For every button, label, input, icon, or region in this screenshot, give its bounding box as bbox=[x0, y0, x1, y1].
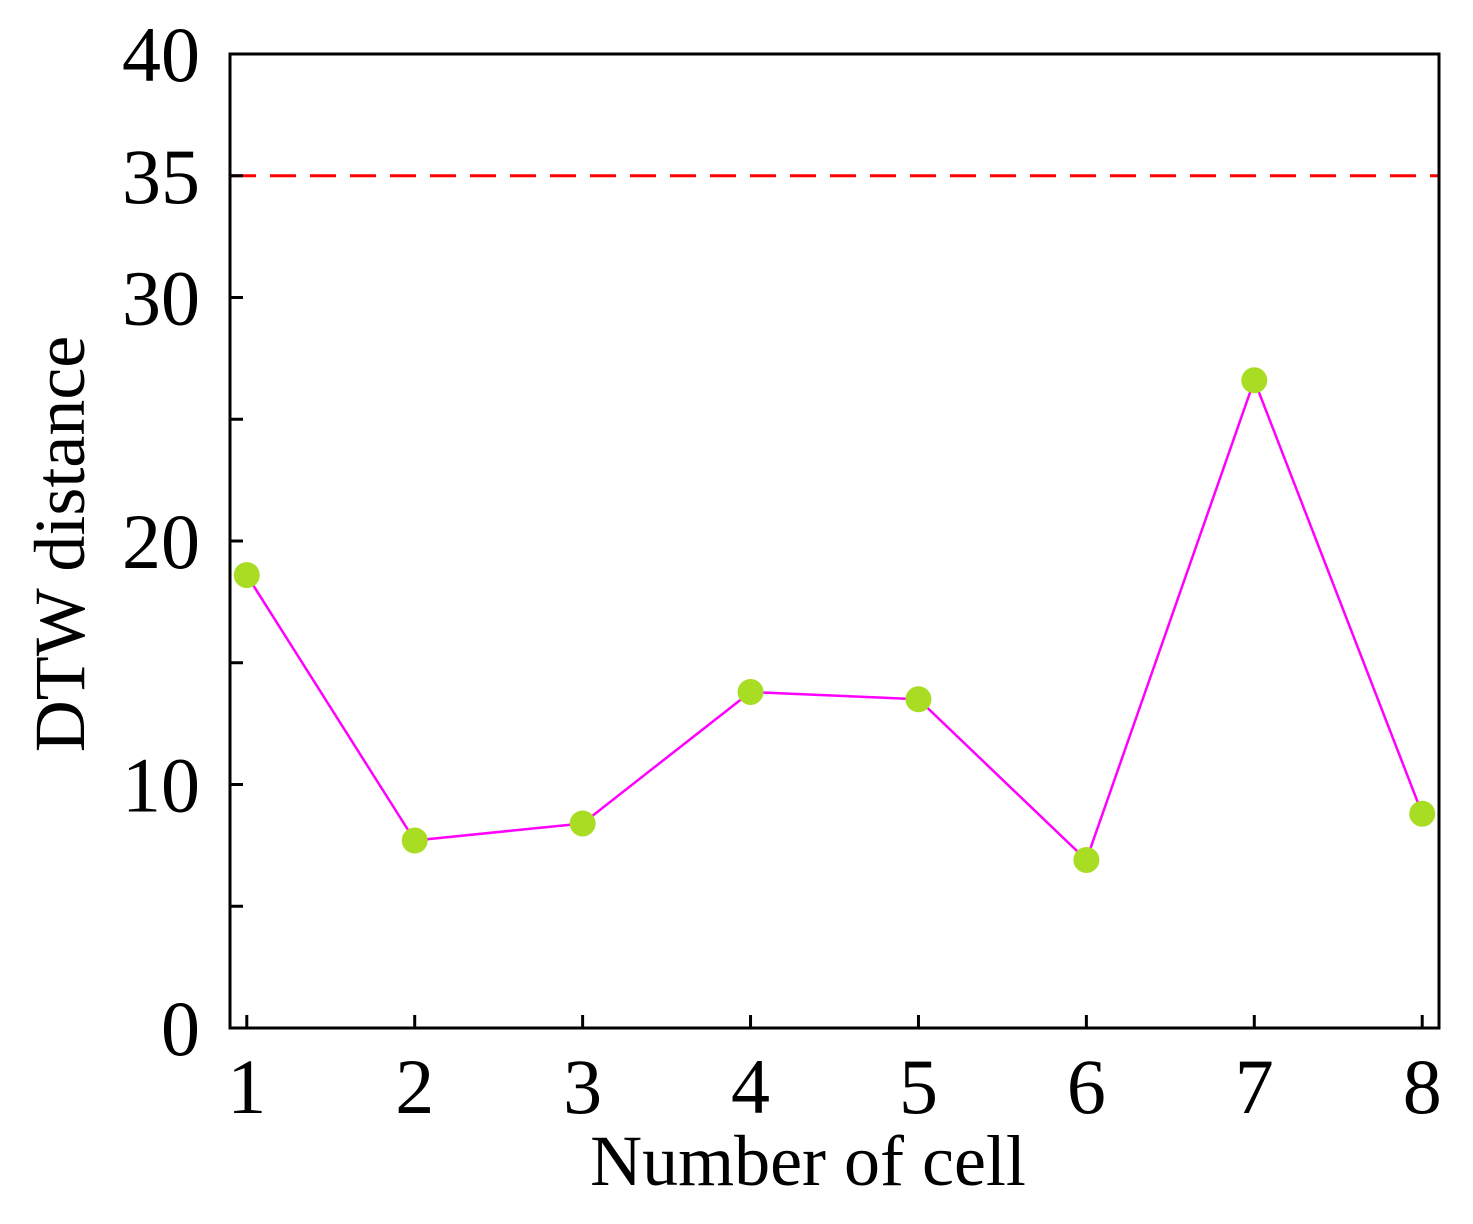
data-point bbox=[1409, 800, 1436, 827]
y-tick-label: 20 bbox=[122, 498, 200, 585]
x-tick-label: 1 bbox=[227, 1043, 266, 1130]
data-point bbox=[1073, 846, 1100, 873]
y-tick-label: 35 bbox=[122, 133, 200, 220]
series-line-segment bbox=[1253, 379, 1424, 815]
labels-layer: Number of cell DTW distance bbox=[20, 336, 1026, 1201]
y-axis-label: DTW distance bbox=[20, 336, 100, 753]
series-line-segment bbox=[750, 690, 919, 701]
series-line-segment bbox=[245, 574, 416, 842]
plot-frame bbox=[228, 52, 1441, 1030]
x-tick-label: 6 bbox=[1067, 1043, 1106, 1130]
data-point bbox=[737, 678, 764, 705]
data-point bbox=[1241, 367, 1268, 394]
series-line-segment bbox=[917, 698, 1088, 861]
x-tick-label: 4 bbox=[731, 1043, 770, 1130]
y-tick-label: 0 bbox=[161, 985, 200, 1072]
series-line-segment bbox=[414, 822, 583, 842]
y-tick-label: 30 bbox=[122, 255, 200, 342]
x-tick-label: 3 bbox=[563, 1043, 602, 1130]
series-line-segment bbox=[1085, 379, 1256, 861]
x-tick-label: 7 bbox=[1235, 1043, 1274, 1130]
x-axis-label: Number of cell bbox=[590, 1121, 1026, 1201]
data-point bbox=[401, 827, 428, 854]
x-tick-label: 2 bbox=[395, 1043, 434, 1130]
data-point bbox=[905, 686, 932, 713]
series-layer bbox=[233, 367, 1436, 873]
series-line-segment bbox=[581, 690, 752, 825]
y-tick-label: 10 bbox=[122, 742, 200, 829]
axes-layer: 0 10 20 30 35 40 1 2 3 4 5 6 7 8 bbox=[122, 11, 1442, 1130]
data-point bbox=[569, 810, 596, 837]
x-tick-label: 5 bbox=[899, 1043, 938, 1130]
y-tick-label: 40 bbox=[122, 11, 200, 98]
data-point bbox=[233, 562, 260, 589]
x-tick-label: 8 bbox=[1403, 1043, 1442, 1130]
